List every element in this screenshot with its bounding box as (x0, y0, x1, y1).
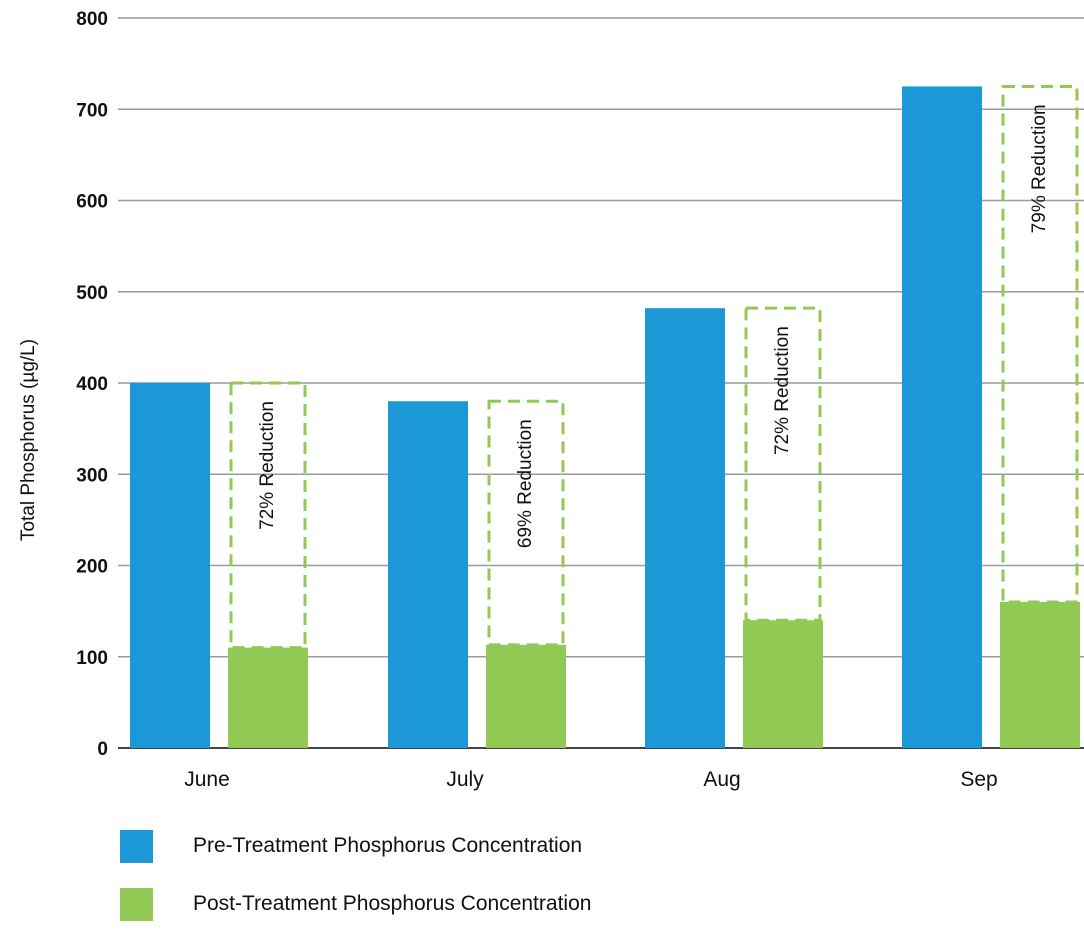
x-tick-labels: June July Aug Sep (184, 768, 997, 791)
reduction-label-july: 69% Reduction (515, 419, 536, 548)
bar-pre-sep (902, 86, 982, 748)
legend-item-post-treatment: Post-Treatment Phosphorus Concentration (120, 886, 591, 922)
x-tick-label-june: June (184, 768, 230, 791)
legend-swatch-pre (120, 829, 153, 863)
y-tick-label: 0 (97, 739, 108, 760)
reduction-label-sep: 79% Reduction (1029, 104, 1050, 233)
y-tick-label: 500 (76, 283, 108, 304)
reduction-label-aug: 72% Reduction (772, 326, 793, 455)
y-tick-label: 200 (76, 557, 108, 578)
legend-label-post: Post-Treatment Phosphorus Concentration (193, 892, 592, 915)
y-tick-labels: 0 100 200 300 400 500 600 700 800 (76, 9, 108, 760)
bar-pre-july (388, 401, 468, 748)
y-tick-label: 100 (76, 648, 108, 669)
legend-swatch-post (120, 887, 153, 921)
reduction-label-june: 72% Reduction (257, 401, 278, 530)
reduction-box-aug (744, 306, 822, 622)
bar-pre-aug (645, 308, 725, 748)
bar-post-sep (1000, 602, 1080, 748)
bar-pre-june (130, 383, 210, 748)
x-tick-label-sep: Sep (960, 768, 997, 791)
bar-post-june (228, 647, 308, 748)
reduction-annotations: 72% Reduction 69% Reduction 72% Reduction 7… (229, 84, 1079, 650)
legend: Pre-Treatment Phosphorus Concentration P… (120, 828, 591, 944)
legend-label-pre: Pre-Treatment Phosphorus Concentration (193, 834, 583, 857)
y-tick-label: 400 (76, 374, 108, 395)
y-tick-label: 700 (76, 100, 108, 121)
y-tick-label: 600 (76, 192, 108, 213)
bar-post-july (486, 644, 566, 748)
y-tick-label: 300 (76, 465, 108, 486)
legend-item-pre-treatment: Pre-Treatment Phosphorus Concentration (120, 828, 591, 864)
bar-post-aug (743, 620, 823, 748)
x-tick-label-aug: Aug (703, 768, 740, 791)
y-tick-label: 800 (76, 9, 108, 30)
reduction-box-sep (1001, 84, 1079, 604)
bars (130, 86, 1080, 748)
bar-chart: 0 100 200 300 400 500 600 700 800 72% Reduction 6… (18, 9, 1084, 791)
x-tick-label-july: July (446, 768, 484, 791)
reduction-box-july (487, 399, 565, 647)
y-axis-label: Total Phosphorus (µg/L) (18, 339, 39, 541)
